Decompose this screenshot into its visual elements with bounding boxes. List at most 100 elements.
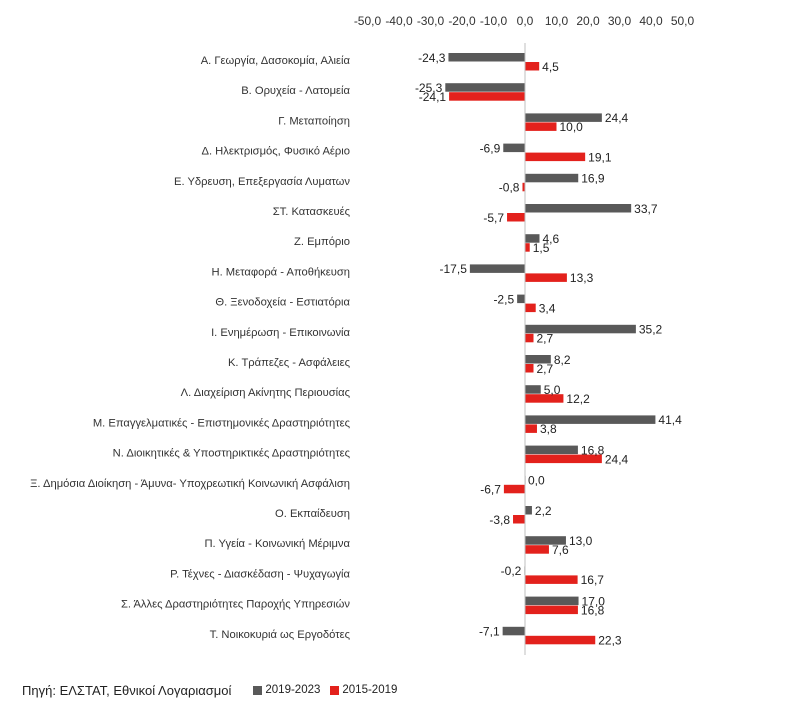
category-labels: Α. Γεωργία, Δασοκομία, Αλιεία Β. Ορυχεία … bbox=[30, 55, 350, 641]
legend-item-2019-2023: 2019-2023 bbox=[253, 684, 320, 696]
category-label: Δ. Ηλεκτρισμός, Φυσικό Αέριο bbox=[201, 146, 350, 158]
bar-2015-2019 bbox=[522, 182, 525, 192]
category-label: Κ. Τράπεζες - Ασφάλειες bbox=[228, 357, 351, 369]
bar-2019-2023 bbox=[525, 445, 578, 455]
bar-2015-2019 bbox=[525, 122, 557, 131]
bar-2015-2019 bbox=[525, 152, 586, 162]
source-note: Πηγή: ΕΛΣΤΑΤ, Εθνικοί Λογαριασμοί bbox=[22, 682, 232, 698]
data-label: 16,8 bbox=[581, 603, 605, 617]
data-label: 10,0 bbox=[560, 120, 584, 134]
data-label: -25,3 bbox=[415, 81, 443, 95]
data-label: 8,2 bbox=[554, 353, 571, 367]
legend-label-2019-2023: 2019-2023 bbox=[265, 684, 321, 696]
data-label: 16,8 bbox=[581, 443, 605, 457]
data-label: -6,7 bbox=[480, 483, 501, 497]
category-label: Ι. Ενημέρωση - Επικοινωνία bbox=[211, 327, 350, 339]
data-label: 13,0 bbox=[569, 534, 593, 548]
bar-2019-2023 bbox=[525, 113, 602, 122]
data-label: 4,6 bbox=[542, 232, 559, 246]
bar-2015-2019 bbox=[525, 273, 567, 282]
data-label: 24,4 bbox=[605, 452, 629, 466]
data-label: 13,3 bbox=[570, 271, 594, 285]
category-label: Θ. Ξενοδοχεία - Εστιατόρια bbox=[215, 297, 350, 309]
bar-2019-2023 bbox=[525, 204, 632, 213]
category-label: Ν. Διοικητικές & Υποστηρικτικές Δραστηρι… bbox=[113, 448, 351, 460]
legend-swatch-2015-2019 bbox=[330, 685, 340, 695]
data-label: -7,1 bbox=[479, 625, 500, 639]
category-label: Σ. Άλλες Δραστηριότητες Παροχής Υπηρεσιώ… bbox=[121, 599, 350, 611]
x-tick-label: 30,0 bbox=[608, 14, 632, 28]
data-label: 0,0 bbox=[528, 474, 545, 488]
category-label: Β. Ορυχεία - Λατομεία bbox=[241, 85, 350, 97]
bar-2015-2019 bbox=[525, 394, 564, 403]
data-label: -3,8 bbox=[489, 513, 510, 527]
data-label: -0,2 bbox=[501, 564, 522, 578]
x-tick-label: 50,0 bbox=[671, 14, 695, 28]
data-label: 22,3 bbox=[598, 634, 622, 648]
bar-2019-2023 bbox=[503, 143, 525, 153]
bar-2019-2023 bbox=[445, 83, 525, 92]
bar-2015-2019 bbox=[525, 454, 602, 464]
bar-2019-2023 bbox=[525, 355, 551, 364]
value-labels: -24,3 4,5 -25,3-24,1 24,4 10,0 -6,9 19,1 16,9 -0… bbox=[415, 51, 682, 648]
bar-2015-2019 bbox=[503, 484, 525, 494]
category-label: Ε. Υδρευση, Επεξεργασία Λυματων bbox=[174, 176, 350, 188]
data-label: -24,3 bbox=[418, 51, 446, 65]
data-label: 19,1 bbox=[588, 150, 612, 164]
bar-2019-2023 bbox=[525, 506, 532, 515]
category-label: Τ. Νοικοκυριά ως Εργοδότες bbox=[210, 629, 351, 641]
data-label: 16,7 bbox=[581, 573, 605, 587]
bar-2015-2019 bbox=[525, 303, 536, 313]
data-label: 2,2 bbox=[535, 504, 552, 518]
legend-swatch-2019-2023 bbox=[253, 685, 263, 695]
data-label: -5,7 bbox=[483, 211, 504, 225]
x-tick-label: 20,0 bbox=[576, 14, 600, 28]
bar-2019-2023 bbox=[502, 626, 525, 636]
data-label: -17,5 bbox=[440, 262, 468, 276]
bar-2015-2019 bbox=[513, 515, 525, 524]
bar-2019-2023 bbox=[525, 596, 579, 606]
data-label: 17,0 bbox=[582, 594, 606, 608]
chart-footer: Πηγή: ΕΛΣΤΑΤ, Εθνικοί Λογαριασμοί 2019-2… bbox=[22, 680, 407, 700]
data-label: 5,0 bbox=[544, 383, 561, 397]
bar-2019-2023 bbox=[525, 536, 566, 545]
x-tick-label: -40,0 bbox=[385, 14, 413, 28]
bar-2019-2023 bbox=[448, 53, 525, 62]
data-label: 4,5 bbox=[542, 60, 559, 74]
bar-2015-2019 bbox=[525, 605, 578, 615]
data-label: -24,1 bbox=[419, 90, 447, 104]
category-label: Ο. Εκπαίδευση bbox=[275, 508, 350, 520]
data-label: 7,6 bbox=[552, 543, 569, 557]
bar-2019-2023 bbox=[525, 234, 540, 243]
category-label: Γ. Μεταποίηση bbox=[278, 115, 350, 127]
data-label: 33,7 bbox=[634, 202, 658, 216]
x-tick-label: -50,0 bbox=[354, 14, 382, 28]
bar-2015-2019 bbox=[525, 575, 578, 584]
data-label: 16,9 bbox=[581, 172, 605, 186]
category-label: Ξ. Δημόσια Διοίκηση - Άμυνα- Υποχρεωτική… bbox=[30, 478, 350, 490]
data-label: -0,8 bbox=[499, 181, 520, 195]
data-label: 3,8 bbox=[540, 422, 557, 436]
bar-2019-2023 bbox=[469, 264, 525, 273]
data-label: -2,5 bbox=[493, 292, 514, 306]
category-label: Λ. Διαχείριση Ακίνητης Περιουσίας bbox=[181, 387, 351, 399]
x-tick-label: -30,0 bbox=[417, 14, 445, 28]
bar-chart: -50,0 -40,0 -30,0 -20,0 -10,0 0,0 10,0 20,0 30,0… bbox=[30, 14, 695, 655]
legend: 2019-2023 2015-2019 bbox=[253, 684, 407, 696]
bar-2019-2023 bbox=[525, 173, 579, 183]
data-label: 3,4 bbox=[539, 301, 556, 315]
data-label: 41,4 bbox=[658, 413, 682, 427]
data-label: 2,7 bbox=[537, 362, 554, 376]
bar-2019-2023 bbox=[517, 294, 525, 304]
x-tick-label: -10,0 bbox=[480, 14, 508, 28]
bar-2019-2023 bbox=[525, 324, 636, 334]
data-label: 35,2 bbox=[639, 323, 663, 337]
x-tick-label: 40,0 bbox=[639, 14, 663, 28]
bar-2015-2019 bbox=[507, 213, 525, 222]
bar-2015-2019 bbox=[449, 92, 525, 101]
category-label: Π. Υγεία - Κοινωνική Μέριμνα bbox=[204, 538, 350, 550]
x-tick-label: 0,0 bbox=[517, 14, 534, 28]
data-label: -6,9 bbox=[480, 141, 501, 155]
bar-2015-2019 bbox=[525, 545, 549, 554]
bar-2015-2019 bbox=[525, 424, 537, 433]
